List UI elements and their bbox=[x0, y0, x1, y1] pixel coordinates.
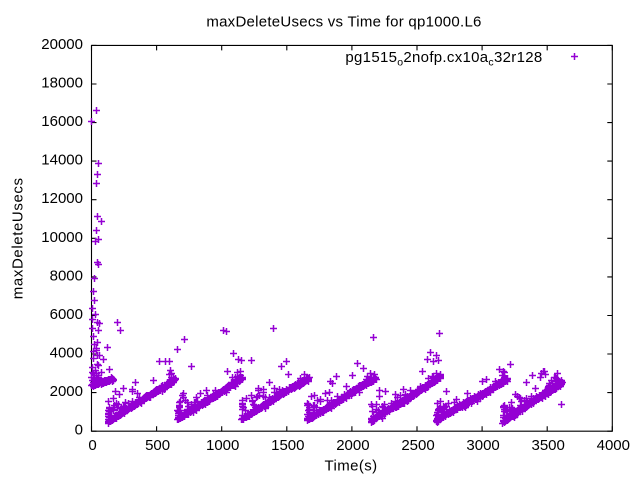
svg-text:maxDeleteUsecs vs Time for qp1: maxDeleteUsecs vs Time for qp1000.L6 bbox=[206, 14, 481, 31]
svg-text:4000: 4000 bbox=[597, 437, 630, 454]
svg-text:1500: 1500 bbox=[271, 437, 304, 454]
svg-text:2000: 2000 bbox=[336, 437, 369, 454]
svg-text:20000: 20000 bbox=[41, 36, 83, 53]
svg-text:4000: 4000 bbox=[50, 345, 83, 362]
svg-text:10000: 10000 bbox=[41, 229, 83, 246]
svg-text:Time(s): Time(s) bbox=[324, 458, 377, 475]
svg-text:3000: 3000 bbox=[466, 437, 499, 454]
svg-text:12000: 12000 bbox=[41, 190, 83, 207]
svg-text:0: 0 bbox=[75, 422, 83, 439]
svg-text:8000: 8000 bbox=[50, 267, 83, 284]
svg-text:16000: 16000 bbox=[41, 113, 83, 130]
svg-text:pg1515o2nofp.cx10ac32r128: pg1515o2nofp.cx10ac32r128 bbox=[345, 49, 542, 69]
svg-text:2500: 2500 bbox=[401, 437, 434, 454]
svg-text:18000: 18000 bbox=[41, 75, 83, 92]
svg-text:maxDeleteUsecs: maxDeleteUsecs bbox=[10, 177, 27, 299]
svg-text:3500: 3500 bbox=[532, 437, 565, 454]
svg-text:0: 0 bbox=[88, 437, 96, 454]
svg-text:500: 500 bbox=[145, 437, 170, 454]
svg-text:2000: 2000 bbox=[50, 383, 83, 400]
svg-text:1000: 1000 bbox=[206, 437, 239, 454]
svg-text:6000: 6000 bbox=[50, 306, 83, 323]
svg-text:14000: 14000 bbox=[41, 152, 83, 169]
